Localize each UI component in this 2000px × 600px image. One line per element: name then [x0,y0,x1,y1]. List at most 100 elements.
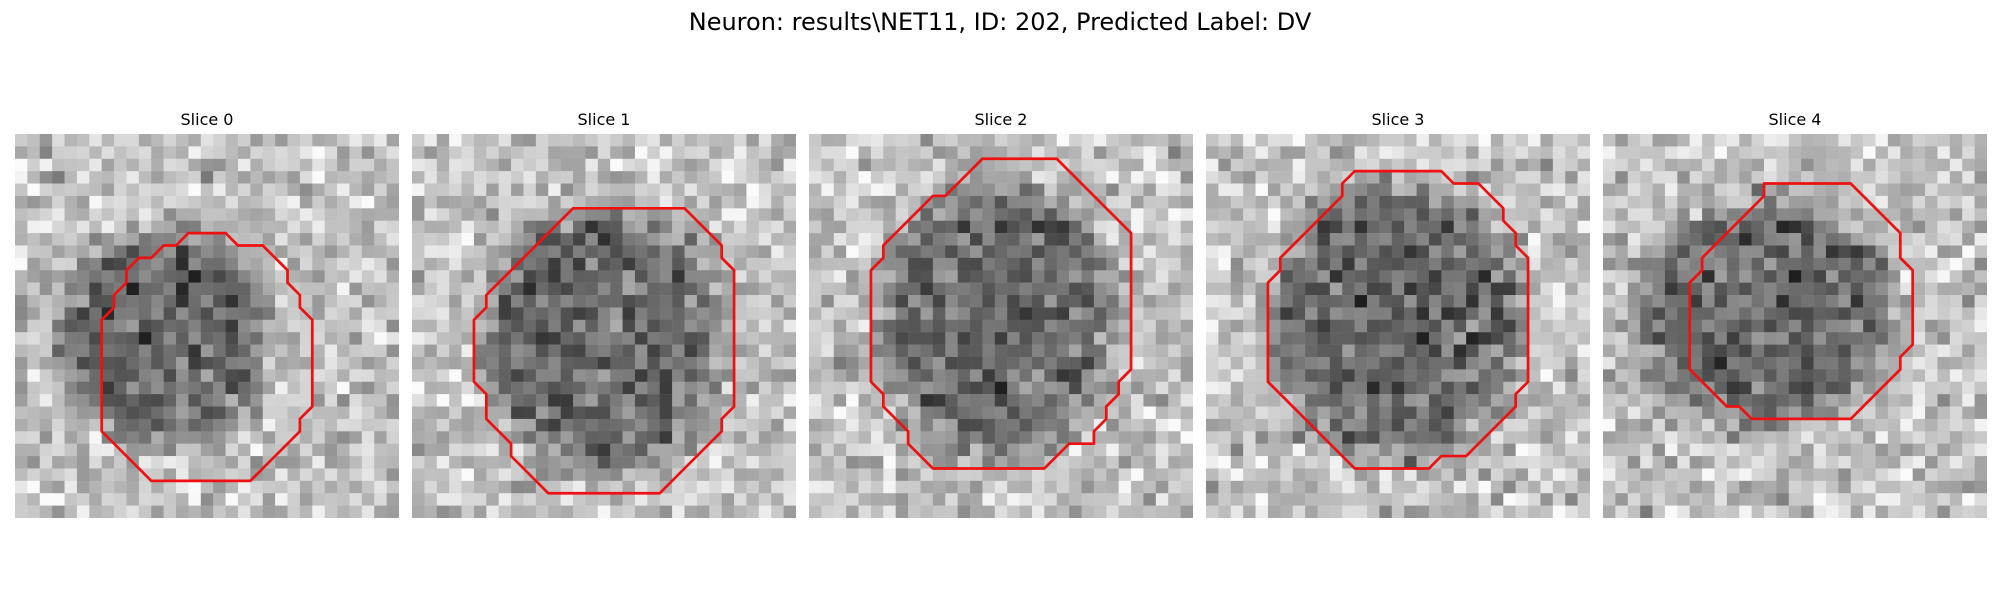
image-pixel [225,208,239,221]
image-pixel [1825,257,1839,271]
image-pixel [1441,208,1454,221]
image-pixel [1652,171,1666,184]
image-pixel [275,233,288,246]
image-pixel [1937,134,1951,147]
image-pixel [1106,195,1119,209]
image-pixel [262,158,276,172]
image-pixel [1751,307,1765,321]
image-pixel [213,233,226,246]
image-pixel [1937,418,1951,432]
image-pixel [89,394,102,407]
image-pixel [622,480,636,494]
image-pixel [1391,493,1405,506]
image-pixel [361,431,375,444]
image-pixel [64,381,78,395]
image-pixel [945,245,958,259]
image-pixel [1391,282,1405,296]
image-pixel [374,468,387,482]
image-pixel [473,505,487,518]
image-pixel [1305,319,1318,333]
image-pixel [771,220,784,234]
image-pixel [188,183,202,197]
image-pixel [709,220,722,234]
image-pixel [1118,195,1132,209]
image-pixel [52,456,65,469]
image-pixel [945,480,958,494]
image-pixel [1962,493,1975,506]
image-pixel [1218,319,1232,333]
image-pixel [1540,369,1554,382]
image-pixel [1255,443,1269,457]
image-pixel [126,158,140,172]
image-pixel [932,344,946,358]
image-pixel [1354,344,1368,358]
image-pixel [337,134,350,147]
image-pixel [634,220,648,234]
image-pixel [1292,307,1306,321]
image-pixel [1677,220,1690,234]
image-pixel [275,332,288,345]
image-pixel [610,468,623,482]
image-pixel [1937,431,1951,444]
image-pixel [337,307,350,321]
image-pixel [982,332,996,345]
image-pixel [895,183,909,197]
image-pixel [138,134,152,147]
image-pixel [1788,146,1802,160]
image-pixel [1640,233,1653,246]
image-pixel [1155,307,1169,321]
image-pixel [846,443,859,457]
image-pixel [287,245,301,259]
image-pixel [361,257,375,271]
image-pixel [1342,295,1355,308]
image-pixel [151,270,164,283]
image-pixel [920,443,934,457]
image-pixel [449,307,462,321]
image-pixel [1404,270,1417,283]
image-pixel [870,146,884,160]
image-pixel [1305,332,1318,345]
image-pixel [1255,233,1269,246]
image-pixel [1689,146,1703,160]
image-pixel [932,233,946,246]
image-pixel [1218,369,1232,382]
image-pixel [957,220,971,234]
image-pixel [535,505,549,518]
image-pixel [412,418,425,432]
image-pixel [1801,220,1814,234]
image-pixel [696,505,710,518]
image-pixel [188,208,202,221]
image-pixel [412,394,425,407]
image-pixel [262,195,276,209]
image-pixel [361,332,375,345]
image-pixel [1863,468,1876,482]
image-pixel [1540,431,1554,444]
image-pixel [1428,295,1442,308]
image-pixel [1776,134,1790,147]
image-pixel [15,233,28,246]
image-pixel [1677,134,1690,147]
image-pixel [1702,468,1715,482]
image-pixel [783,443,796,457]
image-pixel [312,319,325,333]
image-pixel [1540,270,1554,283]
image-pixel [1739,282,1752,296]
image-pixel [945,307,958,321]
image-pixel [932,220,946,234]
image-pixel [1664,505,1678,518]
image-pixel [1801,480,1814,494]
image-pixel [1267,418,1281,432]
image-pixel [696,195,710,209]
image-pixel [883,493,896,506]
image-pixel [672,505,685,518]
image-pixel [486,456,499,469]
image-pixel [1391,406,1405,420]
image-pixel [1726,295,1740,308]
image-pixel [1379,134,1393,147]
image-pixel [1627,257,1641,271]
image-pixel [1925,134,1938,147]
image-pixel [1652,195,1666,209]
image-pixel [449,134,462,147]
image-pixel [1702,344,1715,358]
image-pixel [1925,282,1938,296]
